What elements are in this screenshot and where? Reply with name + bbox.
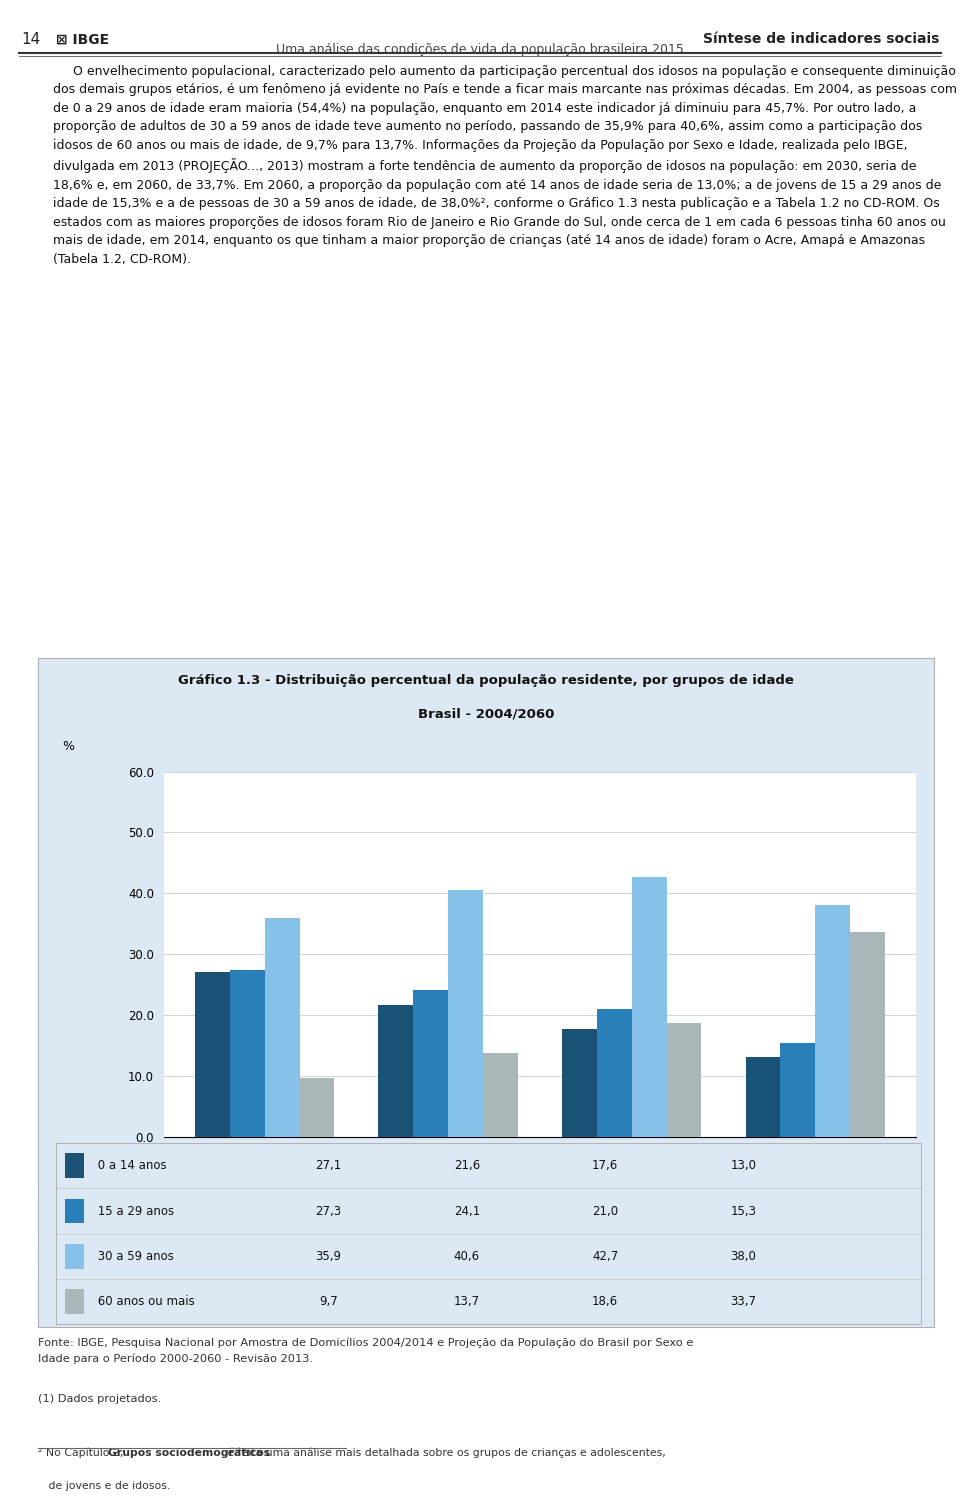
Bar (378, 1005, 414, 1136)
Text: Grupos sociodemográficos: Grupos sociodemográficos (108, 1448, 270, 1458)
FancyBboxPatch shape (65, 1243, 84, 1269)
Bar (562, 1029, 597, 1136)
Text: 9,7: 9,7 (320, 1294, 338, 1308)
Bar (666, 1023, 702, 1136)
Text: 15,3: 15,3 (731, 1204, 756, 1218)
Text: 15 a 29 anos: 15 a 29 anos (94, 1204, 175, 1218)
Bar (195, 972, 229, 1136)
Text: 40,6: 40,6 (454, 1249, 480, 1263)
Bar (780, 1043, 815, 1136)
Text: 14: 14 (21, 32, 40, 47)
Text: Síntese de indicadores sociais: Síntese de indicadores sociais (703, 32, 939, 47)
Bar (229, 971, 265, 1136)
Text: 35,9: 35,9 (316, 1249, 342, 1263)
Text: Brasil - 2004/2060: Brasil - 2004/2060 (418, 707, 555, 721)
FancyBboxPatch shape (65, 1153, 84, 1178)
Bar (597, 1008, 632, 1136)
Text: 17,6: 17,6 (592, 1159, 618, 1172)
Text: 13,7: 13,7 (454, 1294, 480, 1308)
Text: 21,0: 21,0 (592, 1204, 618, 1218)
FancyBboxPatch shape (65, 1198, 84, 1224)
Text: 27,1: 27,1 (316, 1159, 342, 1172)
Bar (851, 932, 885, 1136)
Text: Fonte: IBGE, Pesquisa Nacional por Amostra de Domicílios 2004/2014 e Projeção da: Fonte: IBGE, Pesquisa Nacional por Amost… (38, 1338, 694, 1364)
Text: 24,1: 24,1 (454, 1204, 480, 1218)
Text: 33,7: 33,7 (731, 1294, 756, 1308)
Text: de jovens e de idosos.: de jovens e de idosos. (38, 1481, 171, 1491)
Bar (746, 1058, 780, 1136)
Text: Gráfico 1.3 - Distribuição percentual da população residente, por grupos de idad: Gráfico 1.3 - Distribuição percentual da… (179, 674, 794, 688)
Bar (448, 889, 483, 1136)
Text: 13,0: 13,0 (731, 1159, 756, 1172)
Text: 0 a 14 anos: 0 a 14 anos (94, 1159, 167, 1172)
Text: 42,7: 42,7 (592, 1249, 618, 1263)
Text: 38,0: 38,0 (731, 1249, 756, 1263)
Text: O envelhecimento populacional, caracterizado pelo aumento da participação percen: O envelhecimento populacional, caracteri… (53, 65, 957, 266)
Text: 30 a 59 anos: 30 a 59 anos (94, 1249, 174, 1263)
Text: ² No Capítulo 2,: ² No Capítulo 2, (38, 1448, 128, 1458)
Bar (632, 877, 666, 1136)
FancyBboxPatch shape (65, 1288, 84, 1314)
Bar (265, 918, 300, 1136)
Text: 18,6: 18,6 (592, 1294, 618, 1308)
Text: (1) Dados projetados.: (1) Dados projetados. (38, 1394, 161, 1404)
Text: %: % (62, 740, 74, 754)
Bar (815, 906, 851, 1136)
Bar (300, 1078, 334, 1136)
Bar (414, 990, 448, 1136)
Bar (483, 1054, 518, 1136)
Text: 27,3: 27,3 (316, 1204, 342, 1218)
Text: 21,6: 21,6 (454, 1159, 480, 1172)
Text: Uma análise das condições de vida da população brasileira 2015: Uma análise das condições de vida da pop… (276, 42, 684, 56)
Text: ⊠ IBGE: ⊠ IBGE (56, 32, 108, 47)
Text: é feita uma análise mais detalhada sobre os grupos de crianças e adolescentes,: é feita uma análise mais detalhada sobre… (224, 1448, 666, 1458)
Text: 60 anos ou mais: 60 anos ou mais (94, 1294, 195, 1308)
